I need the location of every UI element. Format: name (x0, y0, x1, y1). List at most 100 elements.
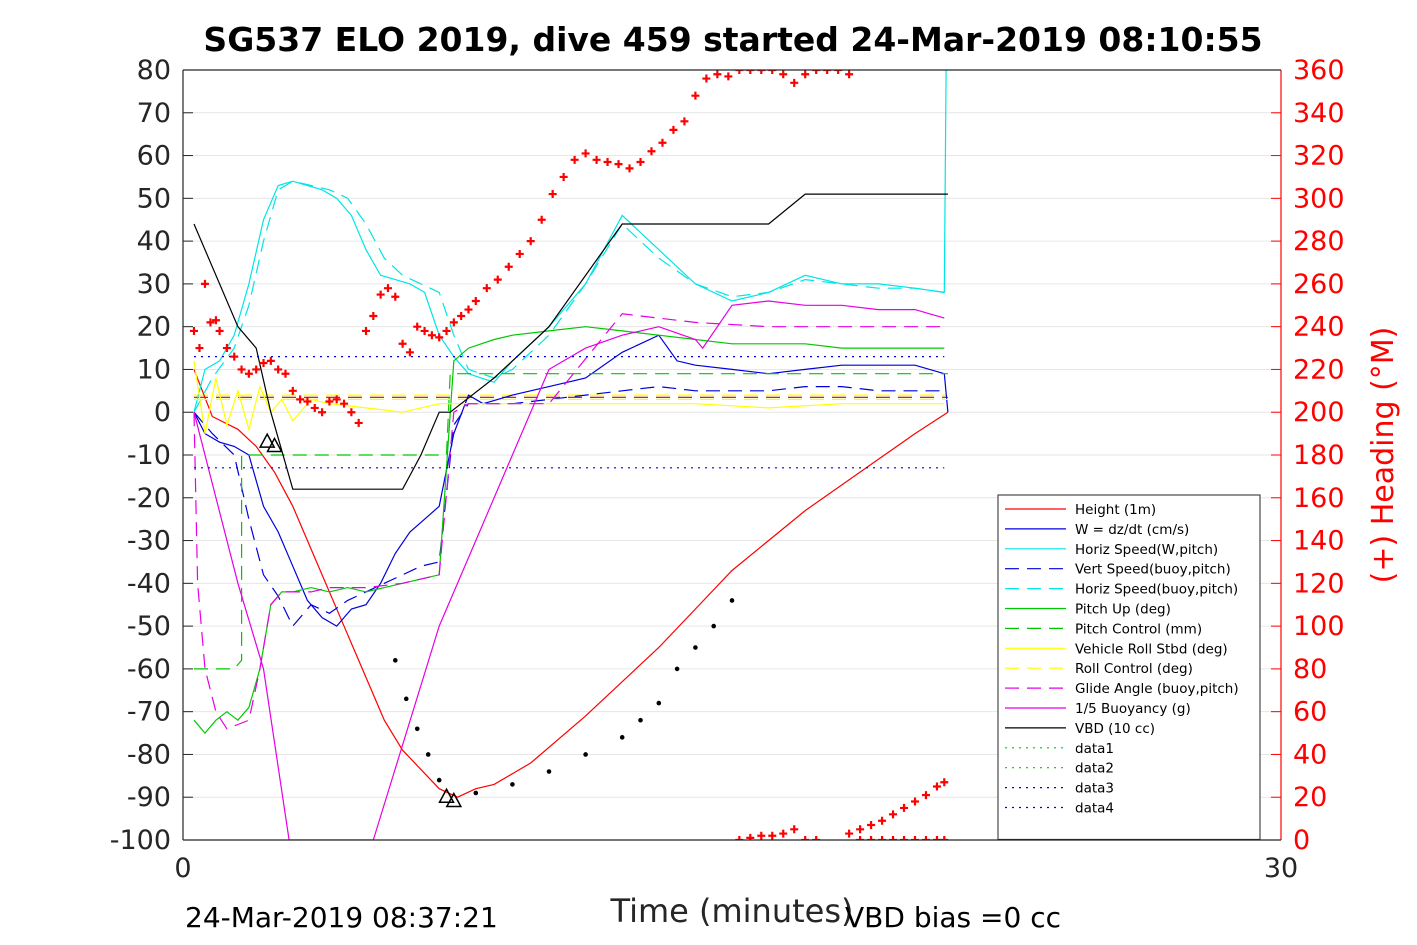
legend-label: Horiz Speed(W,pitch) (1075, 542, 1218, 558)
heading-point (383, 284, 392, 293)
heading-point (471, 297, 480, 305)
tick-label-right: 360 (1293, 55, 1345, 86)
heading-point (669, 125, 678, 134)
heading-point (581, 149, 590, 158)
heading-point (482, 284, 491, 293)
heading-point (189, 326, 198, 335)
heading-point (427, 331, 436, 340)
tick-label-x: 0 (174, 853, 191, 884)
heading-point (526, 237, 535, 246)
heading-point (845, 70, 854, 79)
legend-label: data1 (1075, 741, 1114, 757)
tick-label-right: 20 (1293, 782, 1327, 813)
heading-point (900, 803, 909, 812)
legend-label: Horiz Speed(buoy,pitch) (1075, 582, 1238, 598)
heading-point (206, 318, 215, 327)
tick-label-right: 280 (1293, 226, 1345, 257)
axes: 80706050403020100-10-20-30-40-50-60-70-8… (110, 55, 1345, 884)
tick-label-right: 200 (1293, 397, 1345, 428)
tick-label-right: 140 (1293, 526, 1345, 557)
heading-point (548, 190, 557, 199)
heading-point (376, 290, 385, 299)
heading-point (252, 365, 261, 374)
heading-point (867, 821, 876, 830)
heading-point (195, 344, 204, 353)
heading-point (222, 344, 231, 353)
tick-label-x: 30 (1264, 853, 1298, 884)
heading-point (801, 836, 810, 840)
footer-timestamp: 24-Mar-2019 08:37:21 (185, 901, 498, 934)
heading-point (724, 72, 733, 81)
heading-point (856, 825, 865, 834)
heading-point (274, 365, 283, 374)
tick-label-left: 30 (137, 269, 171, 300)
heading-point (435, 333, 444, 342)
depth-sample-dot (638, 717, 643, 723)
legend: Height (1m) W = dz/dt (cm/s) Horiz Speed(W… (997, 494, 1261, 840)
plot-content (189, 70, 949, 840)
heading-point (398, 339, 407, 348)
heading-point (347, 408, 356, 417)
heading-point (834, 70, 843, 74)
heading-point (288, 386, 297, 395)
heading-point (493, 275, 502, 284)
tick-label-left: -60 (127, 654, 171, 685)
depth-sample-dot (656, 700, 662, 706)
tick-label-left: 80 (137, 55, 171, 86)
heading-point (713, 70, 722, 79)
heading-point (746, 833, 755, 840)
depth-sample-dot (546, 769, 552, 774)
depth-sample-dot (619, 735, 625, 740)
legend-label: W = dz/dt (cm/s) (1075, 522, 1189, 538)
heading-point (845, 829, 854, 838)
heading-point (940, 778, 949, 787)
tick-label-left: 60 (137, 141, 171, 172)
tick-label-right: 260 (1293, 269, 1345, 300)
heading-point (900, 836, 909, 840)
heading-point (779, 829, 788, 838)
tick-label-left: -40 (127, 568, 171, 599)
apogee-triangle (258, 432, 276, 448)
tick-label-left: 20 (137, 312, 171, 343)
series-line-1-5-buoyancy-g- (193, 300, 945, 840)
heading-point (457, 311, 466, 320)
heading-point (779, 70, 788, 79)
tick-label-left: -20 (127, 483, 171, 514)
heading-point (354, 418, 363, 427)
heading-point (768, 70, 777, 74)
heading-point (735, 70, 744, 74)
heading-point (603, 157, 612, 166)
heading-point (318, 408, 327, 417)
depth-sample-dot (693, 645, 698, 650)
tick-label-left: -100 (110, 825, 171, 856)
heading-point (340, 399, 349, 408)
legend-label: Glide Angle (buoy,pitch) (1075, 681, 1239, 697)
depth-sample-dot (711, 623, 716, 629)
tick-label-left: -50 (127, 611, 171, 642)
heading-point (420, 326, 429, 335)
legend-label: Roll Control (deg) (1075, 661, 1193, 677)
tick-label-right: 160 (1293, 483, 1345, 514)
tick-label-left: -30 (127, 526, 171, 557)
heading-point (449, 318, 458, 327)
heading-point (823, 70, 832, 74)
heading-point (940, 836, 949, 840)
depth-sample-dot (436, 777, 442, 783)
depth-sample-dot (473, 790, 479, 796)
legend-label: data2 (1075, 761, 1114, 777)
heading-point (442, 326, 451, 335)
apogee-triangle (438, 787, 455, 803)
heading-point (614, 160, 623, 169)
heading-point (570, 155, 579, 164)
legend-label: Height (1m) (1075, 502, 1156, 518)
heading-point (515, 249, 524, 258)
tick-label-right: 80 (1293, 654, 1327, 685)
tick-label-left: 70 (137, 98, 171, 129)
tick-label-left: -70 (127, 697, 171, 728)
heading-point (636, 157, 645, 166)
heading-point (878, 816, 887, 825)
tick-label-right: 320 (1293, 141, 1345, 172)
heading-point (310, 403, 319, 412)
legend-label: data3 (1075, 781, 1114, 797)
heading-point (757, 831, 766, 840)
